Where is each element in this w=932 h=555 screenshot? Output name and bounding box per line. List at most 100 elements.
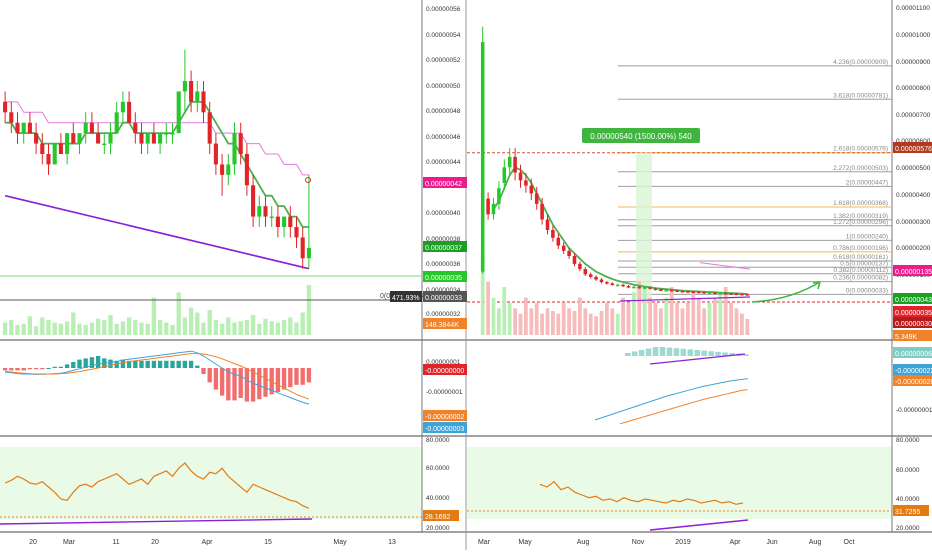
- candle-body[interactable]: [213, 143, 218, 165]
- candle-body[interactable]: [545, 219, 550, 230]
- candle-body[interactable]: [164, 133, 169, 135]
- candle-body[interactable]: [594, 276, 598, 280]
- candle-body[interactable]: [502, 167, 507, 183]
- candle-body[interactable]: [567, 250, 571, 257]
- candle-body[interactable]: [707, 292, 712, 295]
- candle-body[interactable]: [9, 112, 14, 123]
- candle-body[interactable]: [556, 237, 561, 246]
- candle-body[interactable]: [127, 101, 132, 123]
- candle-body[interactable]: [664, 289, 669, 292]
- candle-body[interactable]: [300, 237, 305, 259]
- candle-body[interactable]: [561, 245, 566, 251]
- candle-body[interactable]: [201, 91, 206, 113]
- candle-body[interactable]: [486, 198, 490, 215]
- candle-body[interactable]: [740, 293, 744, 296]
- candle-body[interactable]: [626, 286, 631, 288]
- candle-body[interactable]: [58, 143, 63, 154]
- candle-body[interactable]: [83, 122, 88, 134]
- candle-body[interactable]: [207, 112, 212, 144]
- candle-body[interactable]: [734, 293, 739, 296]
- candle-body[interactable]: [680, 291, 685, 293]
- candle-body[interactable]: [534, 193, 539, 204]
- candle-body[interactable]: [491, 203, 496, 215]
- candle-body[interactable]: [77, 133, 82, 144]
- candle-body[interactable]: [642, 287, 647, 289]
- candle-body[interactable]: [133, 122, 138, 134]
- candle-body[interactable]: [89, 122, 94, 134]
- candle-body[interactable]: [269, 216, 274, 219]
- candle-body[interactable]: [686, 291, 690, 293]
- candle-body[interactable]: [480, 42, 485, 272]
- candle-body[interactable]: [3, 101, 8, 113]
- candle-body[interactable]: [102, 143, 107, 146]
- candle-body[interactable]: [15, 122, 20, 134]
- candle-body[interactable]: [189, 81, 194, 102]
- candle-body[interactable]: [21, 122, 26, 134]
- candle-body[interactable]: [232, 133, 237, 165]
- candle-body[interactable]: [226, 164, 231, 175]
- candle-body[interactable]: [34, 133, 39, 144]
- candle-body[interactable]: [158, 133, 163, 144]
- candle-body[interactable]: [170, 133, 175, 135]
- candle-body[interactable]: [275, 216, 280, 227]
- candle-body[interactable]: [599, 279, 604, 283]
- candle-body[interactable]: [244, 154, 249, 186]
- candle-body[interactable]: [145, 133, 150, 144]
- candle-body[interactable]: [282, 216, 287, 227]
- candle-body[interactable]: [529, 185, 534, 194]
- candle-body[interactable]: [653, 288, 658, 291]
- candle-body[interactable]: [238, 133, 243, 154]
- candle-body[interactable]: [729, 293, 733, 295]
- candle-body[interactable]: [540, 203, 544, 220]
- candle-body[interactable]: [691, 291, 696, 294]
- candle-body[interactable]: [659, 289, 663, 291]
- left-chart[interactable]: 0(0.00000033): [0, 49, 426, 525]
- candle-body[interactable]: [713, 292, 717, 295]
- candle-body[interactable]: [702, 292, 706, 294]
- candle-body[interactable]: [669, 289, 674, 292]
- candle-body[interactable]: [605, 282, 609, 284]
- candle-body[interactable]: [251, 185, 256, 217]
- candle-body[interactable]: [518, 172, 523, 181]
- candle-body[interactable]: [637, 286, 642, 289]
- candle-body[interactable]: [524, 180, 528, 186]
- candle-body[interactable]: [718, 293, 723, 295]
- candle-body[interactable]: [513, 156, 517, 173]
- candle-body[interactable]: [610, 283, 615, 285]
- candle-body[interactable]: [294, 227, 299, 238]
- candle-body[interactable]: [182, 81, 187, 92]
- candle-body[interactable]: [151, 133, 156, 144]
- candle-body[interactable]: [583, 269, 588, 275]
- candle-body[interactable]: [195, 91, 200, 102]
- candle-body[interactable]: [52, 143, 57, 165]
- candle-body[interactable]: [288, 216, 293, 227]
- candle-body[interactable]: [108, 133, 113, 144]
- candle-body[interactable]: [615, 284, 620, 287]
- right-chart[interactable]: 4.236(0.00000909) 3.618(0.00000781) 2.618(…: [467, 26, 892, 531]
- candle-body[interactable]: [723, 293, 728, 295]
- candle-body[interactable]: [572, 256, 577, 264]
- candle-body[interactable]: [27, 122, 32, 134]
- candle-body[interactable]: [632, 286, 636, 289]
- candle-body[interactable]: [114, 112, 119, 134]
- candle-body[interactable]: [745, 294, 750, 296]
- candle-body[interactable]: [65, 133, 70, 154]
- candle-body[interactable]: [120, 101, 125, 113]
- candle-body[interactable]: [306, 247, 311, 259]
- candle-body[interactable]: [257, 206, 262, 217]
- candle-body[interactable]: [176, 91, 181, 134]
- candle-body[interactable]: [497, 188, 501, 204]
- candle-body[interactable]: [551, 229, 555, 238]
- candle-body[interactable]: [71, 133, 76, 144]
- candle-body[interactable]: [96, 133, 101, 144]
- candle-body[interactable]: [696, 291, 701, 294]
- candle-body[interactable]: [648, 287, 652, 289]
- candle-body[interactable]: [263, 206, 268, 217]
- candle-body[interactable]: [46, 154, 51, 165]
- candle-body[interactable]: [675, 290, 679, 292]
- candle-body[interactable]: [621, 284, 625, 287]
- candle-body[interactable]: [578, 263, 582, 270]
- candle-body[interactable]: [220, 164, 225, 175]
- candle-body[interactable]: [507, 156, 512, 168]
